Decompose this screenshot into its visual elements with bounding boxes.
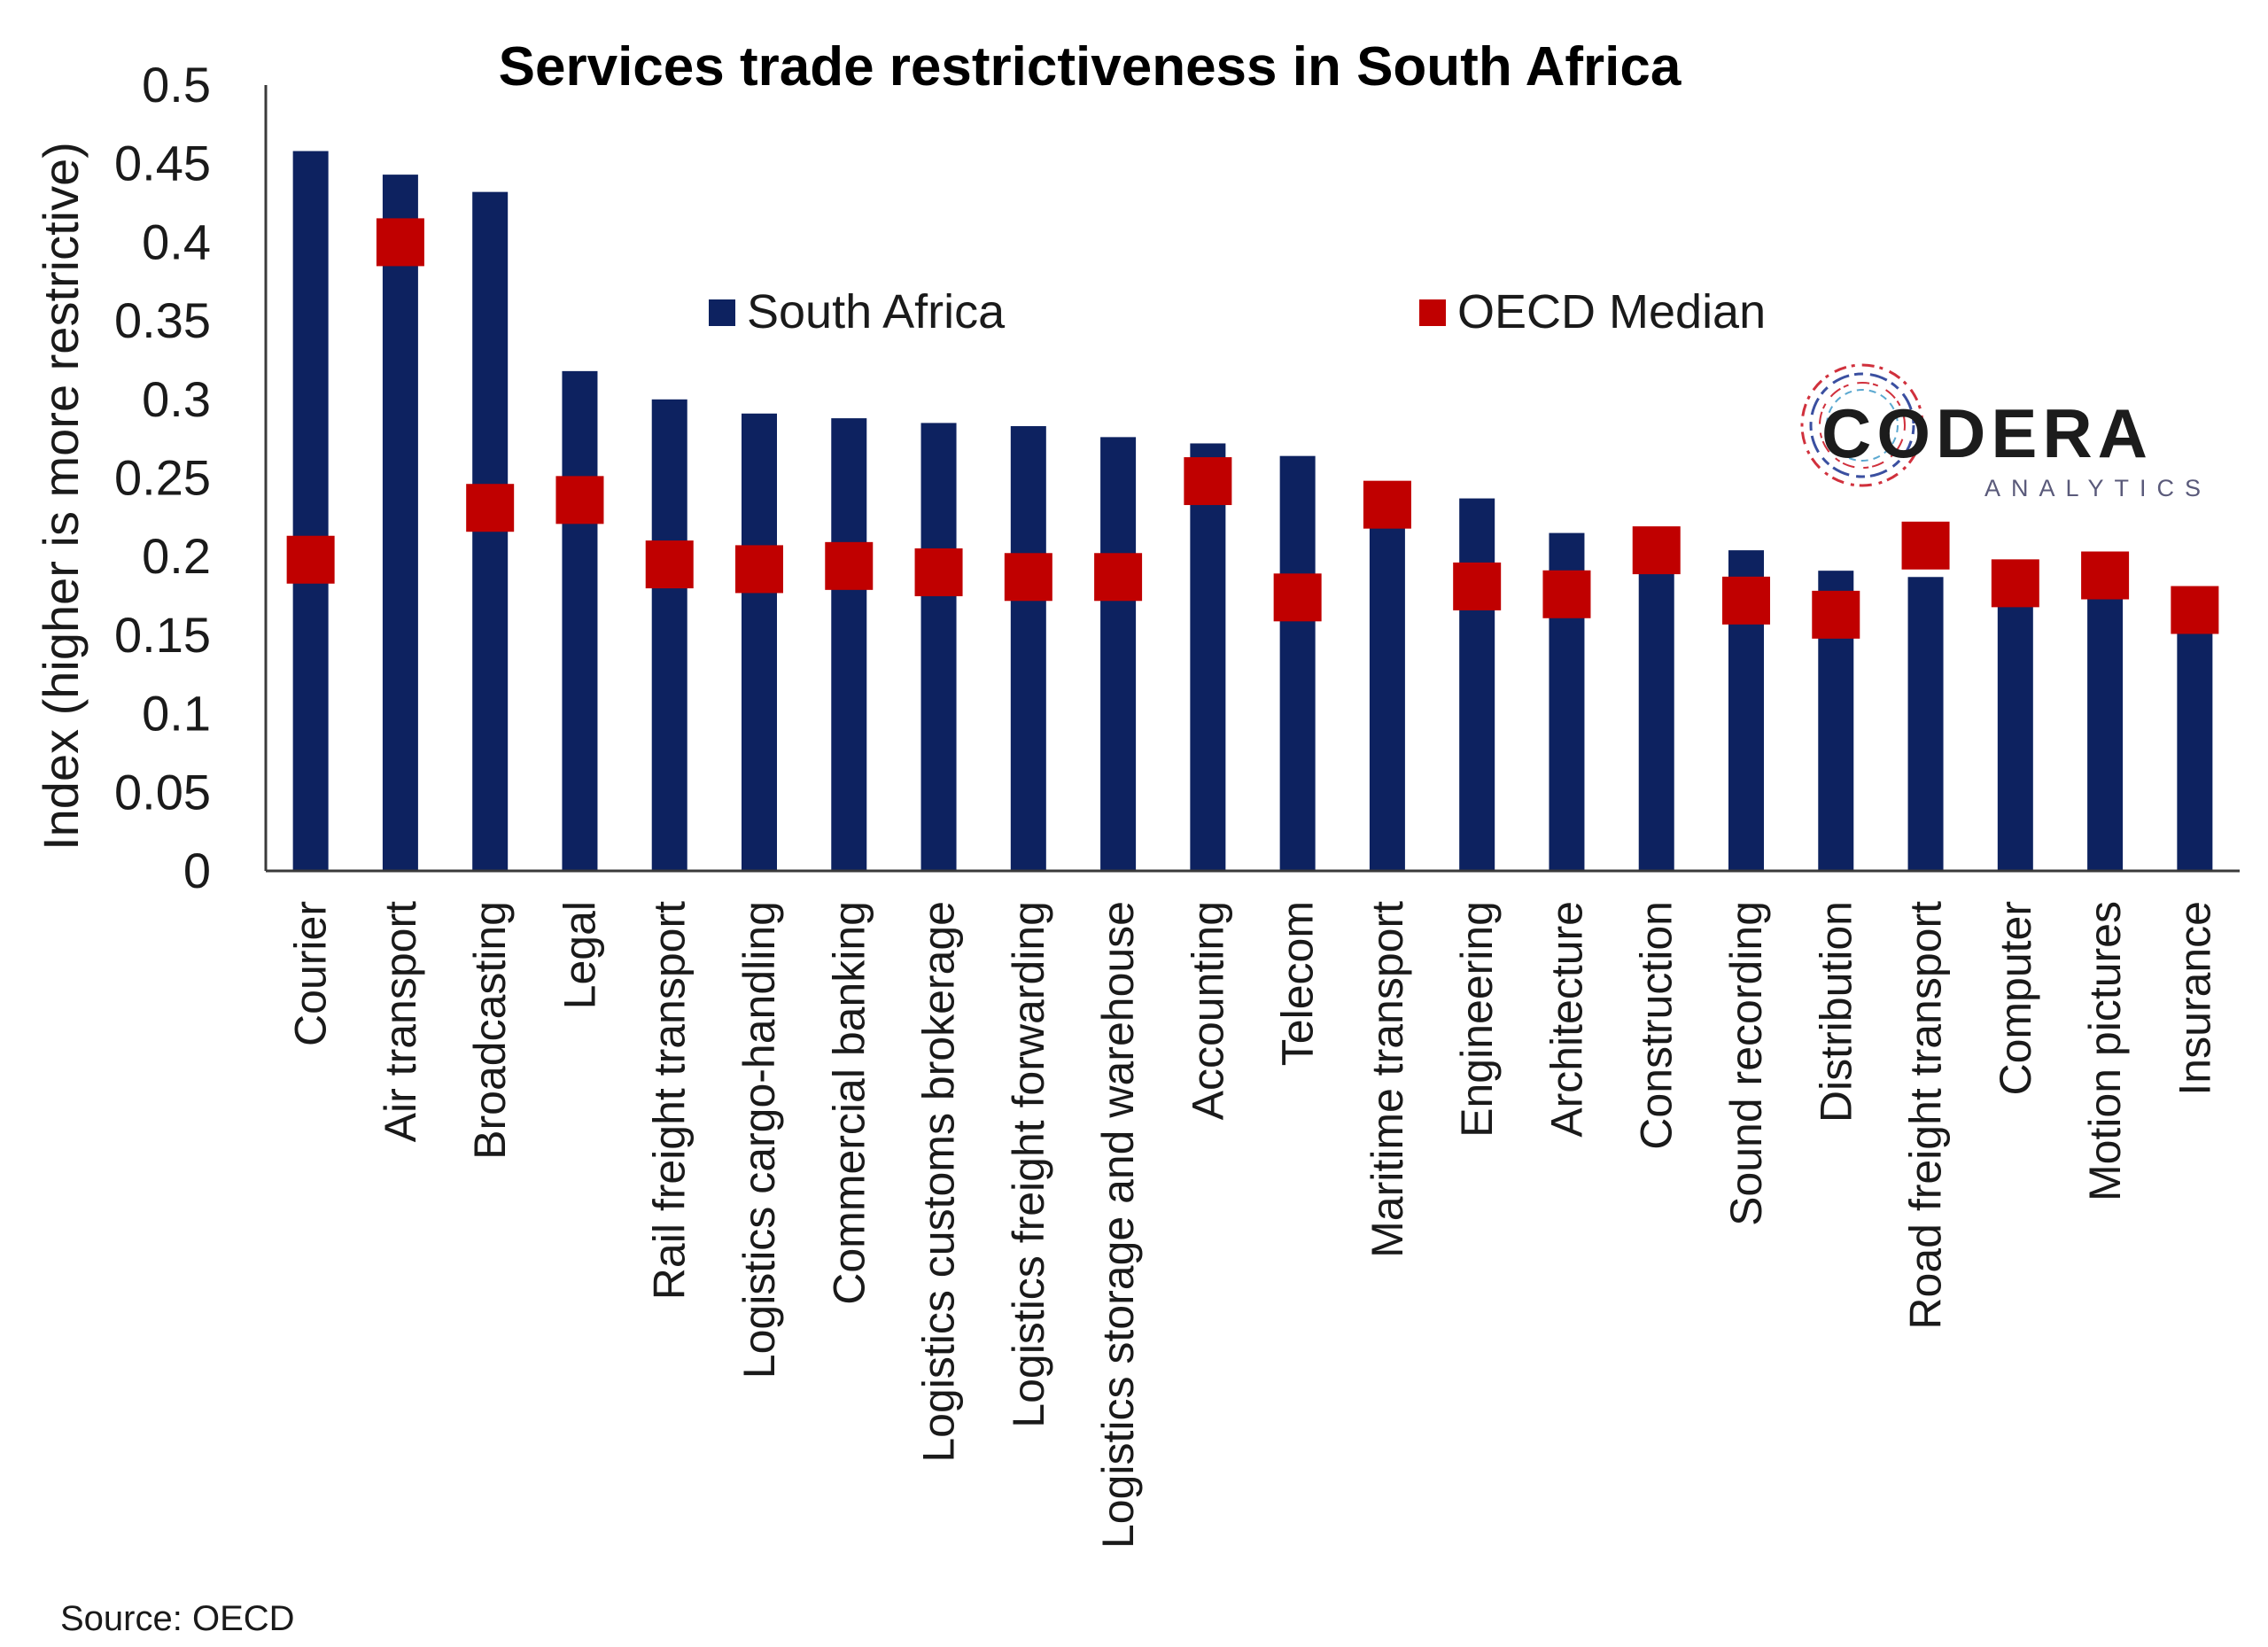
legend-swatch-south-africa bbox=[709, 299, 735, 326]
x-tick-label: Construction bbox=[1632, 901, 1682, 1150]
bar bbox=[831, 418, 867, 871]
y-axis-ticks: 0 0.05 0.1 0.15 0.2 0.25 0.3 0.35 0.4 0.45 0.5 bbox=[114, 57, 211, 898]
marker bbox=[286, 535, 335, 584]
marker bbox=[1991, 559, 2039, 608]
x-tick-label: Broadcasting bbox=[465, 901, 515, 1160]
y-tick-label: 0.1 bbox=[142, 686, 211, 742]
y-tick-label: 0.3 bbox=[142, 371, 211, 427]
bar bbox=[651, 399, 687, 871]
x-tick-label: Maritime transport bbox=[1363, 901, 1412, 1258]
y-tick-label: 0.4 bbox=[142, 214, 211, 269]
x-axis-ticks: Courier Air transport Broadcasting Legal Rai… bbox=[286, 901, 2220, 1549]
source-note: Source: OECD bbox=[60, 1599, 295, 1638]
bar bbox=[742, 413, 777, 871]
marker bbox=[1542, 570, 1591, 618]
x-tick-label: Computer bbox=[1991, 901, 2040, 1096]
bar bbox=[382, 175, 418, 872]
marker bbox=[1094, 553, 1143, 602]
bar bbox=[1010, 425, 1046, 871]
y-tick-label: 0 bbox=[183, 843, 211, 898]
marker bbox=[376, 218, 424, 267]
y-tick-label: 0.05 bbox=[114, 764, 211, 820]
x-tick-label: Motion pictures bbox=[2080, 901, 2130, 1201]
y-axis-label: Index (higher is more restrictive) bbox=[33, 142, 89, 851]
bar bbox=[292, 151, 329, 871]
x-tick-label: Engineering bbox=[1452, 901, 1502, 1138]
bar bbox=[2177, 619, 2213, 871]
y-tick-label: 0.35 bbox=[114, 292, 211, 348]
legend-label-oecd-median: OECD Median bbox=[1457, 285, 1766, 338]
bar bbox=[562, 370, 598, 871]
bar bbox=[1100, 437, 1137, 871]
codera-analytics-logo: CODERA ANALYTICS bbox=[1800, 363, 2211, 501]
marker bbox=[735, 545, 783, 594]
marker bbox=[466, 484, 515, 532]
legend-swatch-oecd-median bbox=[1419, 299, 1446, 326]
x-tick-label: Rail freight transport bbox=[645, 901, 695, 1300]
bar bbox=[1369, 481, 1405, 871]
marker bbox=[555, 476, 604, 524]
markers-series-oecd-median bbox=[286, 218, 2219, 639]
x-tick-label: Logistics customs brokerage bbox=[914, 901, 964, 1463]
x-tick-label: Legal bbox=[555, 901, 604, 1009]
legend-label-south-africa: South Africa bbox=[747, 285, 1006, 338]
marker bbox=[1453, 562, 1502, 610]
bar bbox=[2087, 587, 2124, 871]
bar bbox=[1459, 498, 1495, 871]
x-tick-label: Architecture bbox=[1542, 901, 1591, 1138]
y-tick-label: 0.15 bbox=[114, 607, 211, 663]
marker bbox=[2171, 586, 2219, 634]
chart-title: Services trade restrictiveness in South … bbox=[499, 36, 1682, 97]
x-tick-label: Commercial banking bbox=[824, 901, 874, 1305]
marker bbox=[1722, 576, 1770, 625]
x-tick-label: Road freight transport bbox=[1901, 901, 1951, 1330]
x-tick-label: Accounting bbox=[1183, 901, 1232, 1120]
x-tick-label: Logistics freight forwarding bbox=[1004, 901, 1053, 1428]
bar bbox=[1638, 556, 1674, 871]
x-tick-label: Distribution bbox=[1811, 901, 1860, 1123]
legend: South Africa OECD Median bbox=[709, 285, 1766, 338]
marker bbox=[645, 540, 694, 589]
marker bbox=[1184, 457, 1232, 506]
y-tick-label: 0.25 bbox=[114, 450, 211, 506]
logo-wordmark: CODERA bbox=[1821, 394, 2153, 472]
x-tick-label: Insurance bbox=[2170, 901, 2219, 1096]
y-tick-label: 0.2 bbox=[142, 528, 211, 584]
marker bbox=[1901, 521, 1950, 570]
logo-circle-icon bbox=[1800, 363, 1924, 487]
bar bbox=[1190, 443, 1226, 871]
y-tick-label: 0.5 bbox=[142, 57, 211, 113]
logo-subtitle: ANALYTICS bbox=[1984, 475, 2211, 501]
marker bbox=[1004, 553, 1052, 602]
x-tick-label: Sound recording bbox=[1721, 901, 1771, 1226]
marker bbox=[1632, 526, 1681, 575]
x-tick-label: Air transport bbox=[376, 901, 425, 1142]
marker bbox=[914, 548, 963, 596]
marker bbox=[825, 541, 874, 590]
x-tick-label: Logistics cargo-handling bbox=[734, 901, 784, 1379]
bar bbox=[1279, 455, 1316, 871]
bars-series-south-africa bbox=[292, 151, 2213, 872]
x-tick-label: Courier bbox=[286, 901, 336, 1046]
bar bbox=[920, 423, 957, 871]
y-tick-label: 0.45 bbox=[114, 136, 211, 191]
marker bbox=[1812, 590, 1860, 639]
marker bbox=[1363, 480, 1411, 529]
bar bbox=[1907, 577, 1944, 871]
marker bbox=[2081, 551, 2130, 600]
x-tick-label: Telecom bbox=[1273, 901, 1323, 1066]
marker bbox=[1273, 573, 1322, 622]
bar bbox=[1997, 587, 2033, 871]
x-tick-label: Logistics storage and warehouse bbox=[1093, 901, 1143, 1549]
